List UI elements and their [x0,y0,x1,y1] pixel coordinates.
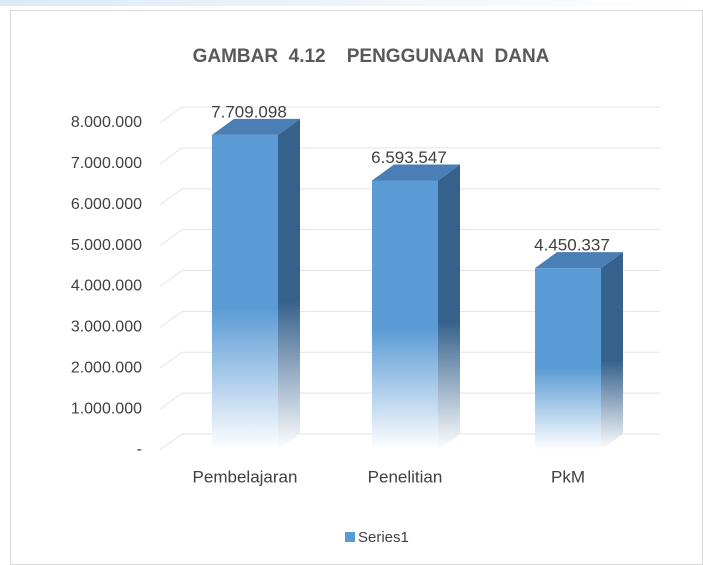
value-label: 4.450.337 [534,236,610,255]
grid-line [159,351,660,369]
y-tick-label: 4.000.000 [71,278,142,295]
bar-side [601,252,623,450]
chart-title: GAMBAR 4.12 PENGGUNAAN DANA [193,46,550,67]
bar-top [372,164,460,181]
grid-line [159,392,660,410]
bar-top [535,252,623,269]
top-band [0,0,703,6]
bar-top [212,118,300,135]
x-tick-label: PkM [551,467,585,486]
bar [372,180,438,450]
value-label: 7.709.098 [211,102,287,121]
bar-side [278,118,300,450]
bar-side [438,164,460,450]
legend-swatch [345,532,355,542]
grid-line [159,188,660,206]
y-tick-label: 3.000.000 [71,319,142,336]
legend-label: Series1 [358,529,409,546]
y-tick-label: - [137,441,142,458]
bar [535,268,601,450]
grid-line [159,310,660,328]
x-tick-label: Penelitian [368,467,443,486]
y-tick-label: 8.000.000 [71,114,142,131]
y-tick-label: 2.000.000 [71,359,142,376]
y-tick-label: 5.000.000 [71,237,142,254]
grid-line [159,433,660,451]
grid-line [159,106,660,124]
grid-line [159,229,660,247]
value-label: 6.593.547 [371,148,447,167]
grid-line [159,147,660,165]
x-tick-label: Pembelajaran [193,467,298,486]
y-tick-label: 7.000.000 [71,155,142,172]
bar [212,134,278,450]
y-tick-label: 6.000.000 [71,196,142,213]
grid-line [159,270,660,287]
y-tick-label: 1.000.000 [71,400,142,417]
